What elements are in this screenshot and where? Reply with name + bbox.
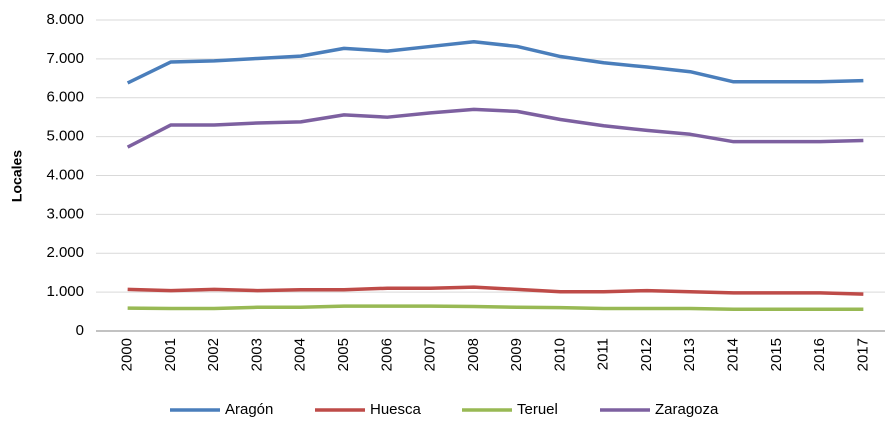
x-tick-label: 2008 <box>465 338 482 371</box>
x-tick-label: 2015 <box>768 338 785 371</box>
legend-label: Aragón <box>225 401 273 418</box>
y-tick-label: 8.000 <box>46 11 84 28</box>
legend-label: Huesca <box>370 401 422 418</box>
y-tick-label: 2.000 <box>46 244 84 261</box>
x-tick-label: 2017 <box>854 338 871 371</box>
line-series <box>127 304 864 311</box>
legend-label: Zaragoza <box>655 401 719 418</box>
x-tick-label: 2004 <box>292 338 309 371</box>
legend-label: Teruel <box>517 401 558 418</box>
x-tick-label: 2007 <box>422 338 439 371</box>
x-tick-label: 2000 <box>119 338 136 371</box>
y-tick-label: 1.000 <box>46 283 84 300</box>
y-tick-label: 0 <box>76 322 84 339</box>
x-tick-label: 2002 <box>205 338 222 371</box>
x-tick-label: 2012 <box>638 338 655 371</box>
line-series <box>126 40 864 85</box>
x-tick-label: 2011 <box>595 338 612 370</box>
x-tick-label: 2003 <box>248 338 265 371</box>
y-tick-label: 4.000 <box>46 166 84 183</box>
y-tick-label: 3.000 <box>46 205 84 222</box>
x-tick-label: 2009 <box>508 338 525 371</box>
x-tick-label: 2010 <box>551 338 568 371</box>
line-series <box>127 285 864 296</box>
x-tick-label: 2013 <box>681 338 698 371</box>
y-tick-label: 5.000 <box>46 128 84 145</box>
x-tick-label: 2014 <box>724 338 741 371</box>
y-axis-label: Locales <box>9 150 25 202</box>
y-tick-label: 7.000 <box>46 50 84 67</box>
x-tick-label: 2016 <box>811 338 828 371</box>
x-tick-label: 2005 <box>335 338 352 371</box>
line-series <box>126 107 864 149</box>
x-tick-label: 2006 <box>378 338 395 371</box>
x-tick-label: 2001 <box>162 338 179 371</box>
y-tick-label: 6.000 <box>46 89 84 106</box>
